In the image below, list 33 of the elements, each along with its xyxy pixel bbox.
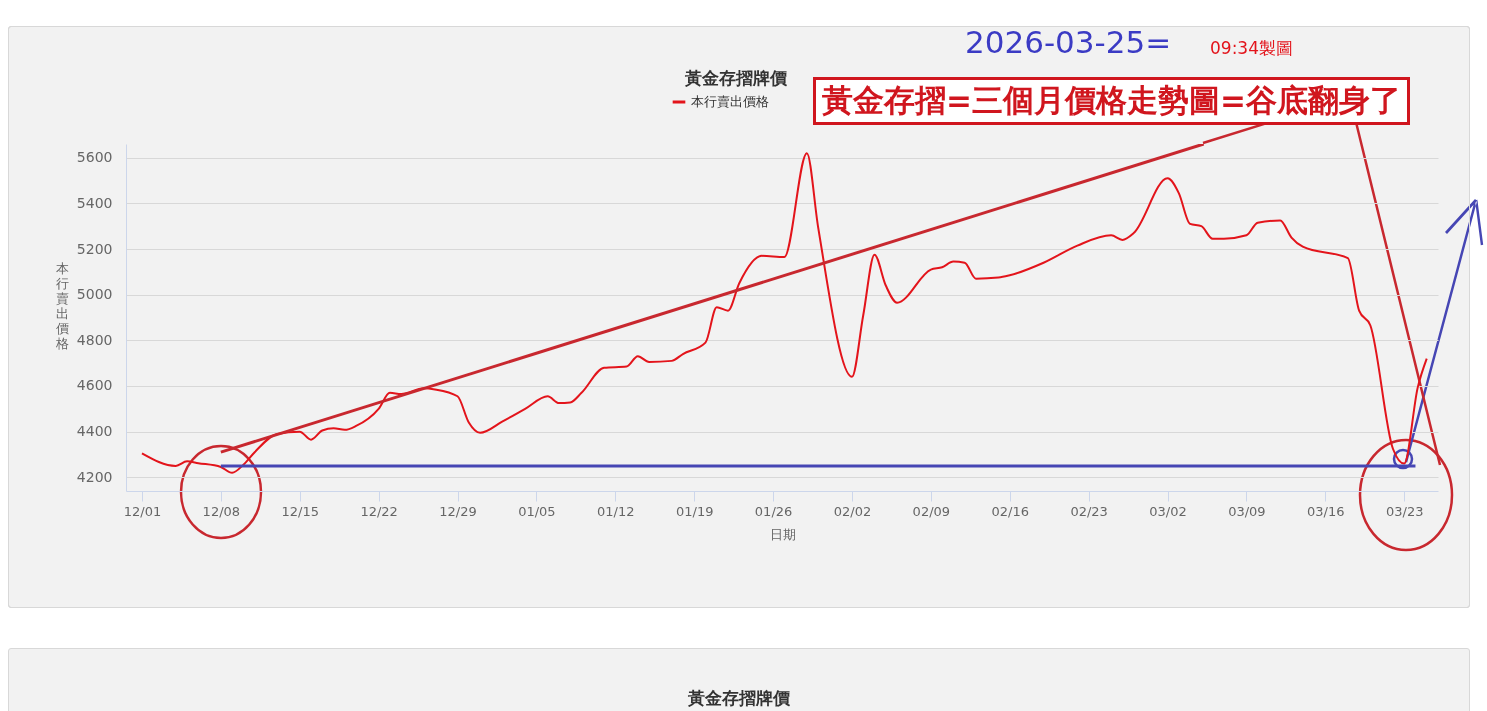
x-tick-label: 12/08 — [202, 503, 241, 519]
y-tick-label: 5000 — [76, 286, 113, 303]
y-tick-label: 4200 — [76, 468, 113, 485]
x-tick-label: 12/29 — [439, 503, 477, 519]
y-tick-label: 4800 — [76, 331, 113, 348]
x-tick-label: 03/09 — [1228, 503, 1266, 519]
x-tick-label: 03/16 — [1307, 503, 1345, 519]
x-tick-label: 12/15 — [281, 503, 319, 519]
legend-label: 本行賣出價格 — [691, 94, 769, 109]
text: 2026-03-25= — [965, 24, 1172, 60]
x-tick-label: 01/12 — [597, 503, 635, 519]
x-tick-label: 02/16 — [991, 503, 1029, 519]
x-tick-label: 03/23 — [1385, 503, 1424, 519]
x-tick-label: 12/22 — [360, 503, 398, 519]
y-tick-label: 5400 — [76, 194, 113, 211]
x-tick-label: 02/02 — [833, 503, 872, 519]
x-tick-label: 02/23 — [1070, 503, 1108, 519]
x-axis-title: 日期 — [769, 526, 796, 542]
x-tick-label: 01/05 — [518, 503, 556, 519]
y-tick-label: 5200 — [76, 240, 113, 257]
text: 黃金存摺牌價 — [687, 687, 791, 710]
x-tick-label: 12/01 — [123, 503, 162, 519]
text: 黃金存摺=三個月價格走勢圖=谷底翻身了 — [813, 77, 1410, 125]
x-tick-label: 03/02 — [1149, 503, 1187, 519]
y-tick-label: 4600 — [76, 377, 113, 394]
y-tick-label: 5600 — [76, 149, 113, 166]
y-axis-title: 本行賣出價格 — [55, 260, 69, 351]
y-tick-label: 4400 — [76, 423, 113, 440]
x-tick-label: 01/19 — [675, 503, 714, 519]
x-tick-label: 01/26 — [754, 503, 793, 519]
x-tick-label: 02/09 — [912, 503, 951, 519]
chart-title: 黃金存摺牌價 — [684, 68, 788, 88]
text: 09:34製圖 — [1210, 37, 1293, 60]
